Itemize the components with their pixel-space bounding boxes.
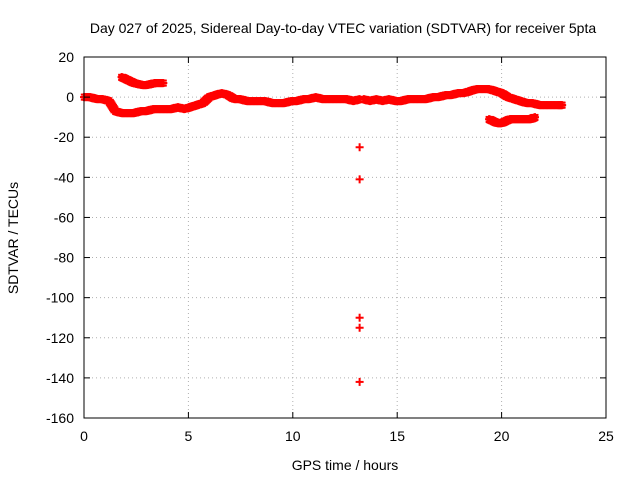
y-tick-label: -60 [54,209,74,225]
y-tick-label: -120 [46,330,74,346]
data-point [355,313,364,322]
x-tick-label: 15 [389,428,405,444]
x-axis-label: GPS time / hours [292,457,399,473]
y-tick-label: 20 [58,49,74,65]
y-tick-label: 0 [66,89,74,105]
y-tick-label: -100 [46,290,74,306]
chart-title: Day 027 of 2025, Sidereal Day-to-day VTE… [90,20,597,36]
x-tick-label: 5 [185,428,193,444]
x-tick-label: 10 [285,428,301,444]
x-tick-label: 20 [494,428,510,444]
y-tick-label: -80 [54,250,74,266]
data-point [355,175,364,184]
x-tick-label: 0 [80,428,88,444]
data-point [159,79,168,88]
data-point [355,323,364,332]
data-points [80,73,567,386]
data-point [355,377,364,386]
y-tick-label: -140 [46,370,74,386]
data-point [531,113,540,122]
x-tick-label: 25 [598,428,614,444]
data-point [355,143,364,152]
axis-ticks: 0 5 10 15 20 25 -160 -140 -120 -100 -80 -60 -40 -20 0 2… [46,49,614,444]
y-axis-label: SDTVAR / TECUs [5,182,21,294]
plot-frame [83,56,607,419]
y-tick-label: -40 [54,169,74,185]
data-point [558,101,567,110]
y-tick-label: -20 [54,129,74,145]
y-tick-label: -160 [46,410,74,426]
